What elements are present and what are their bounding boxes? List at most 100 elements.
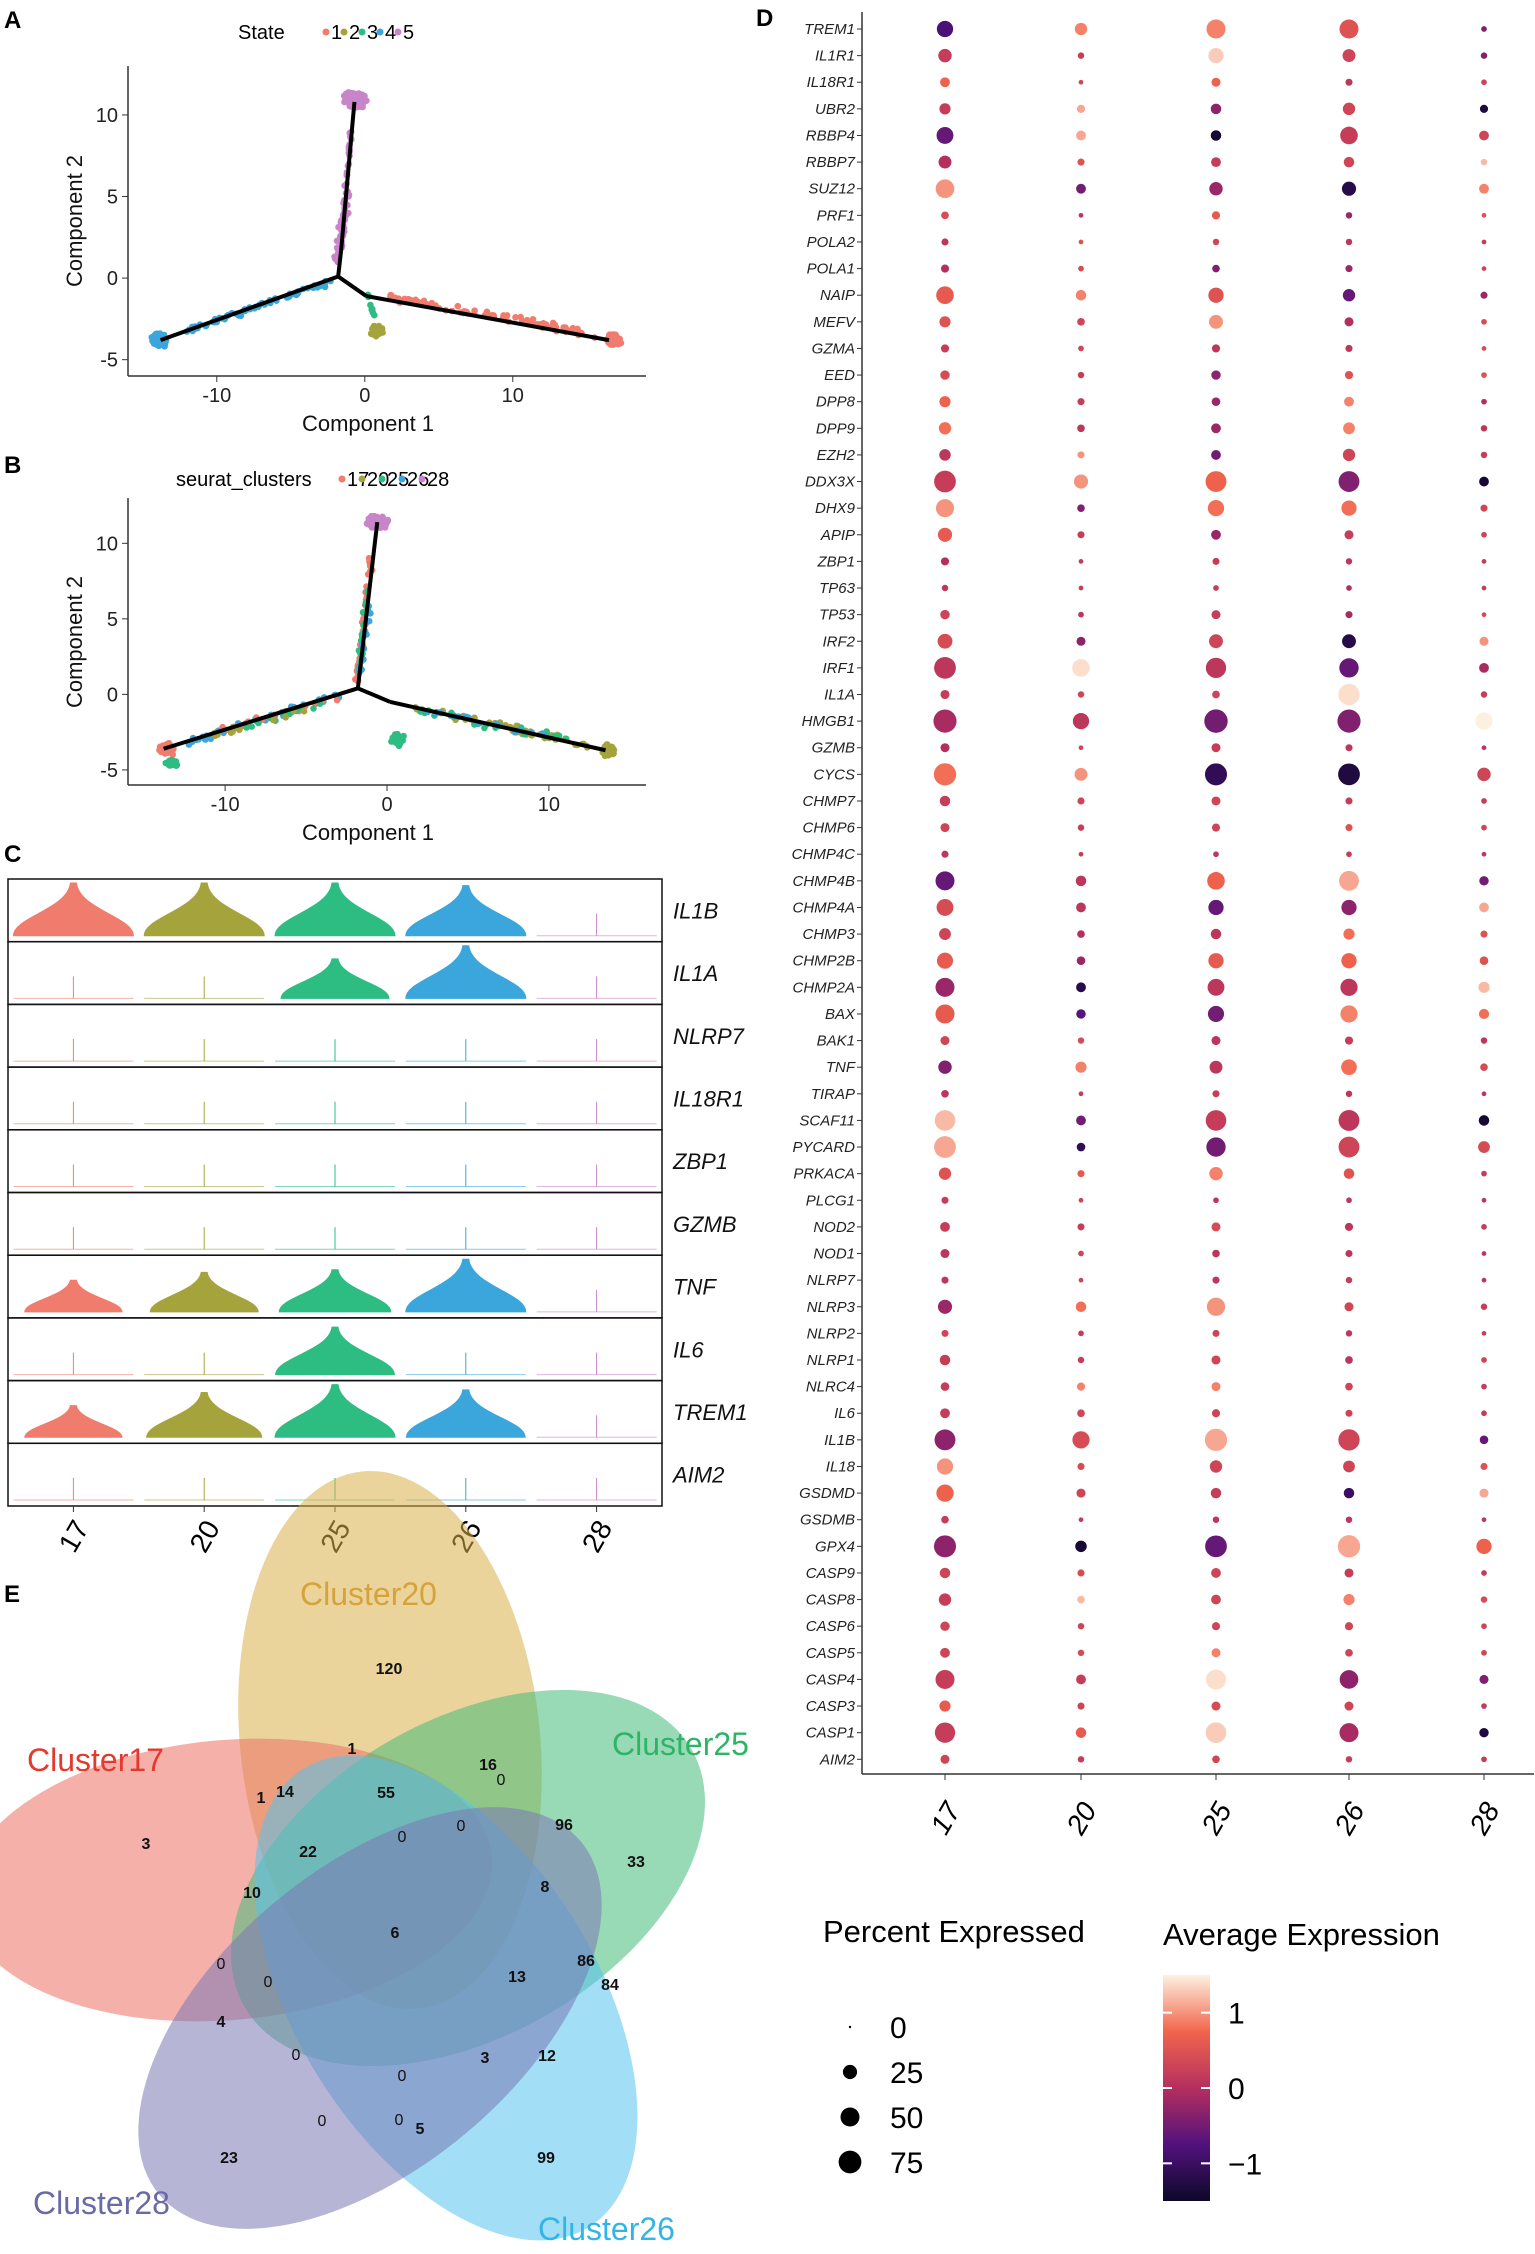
- expression-dot: [1077, 531, 1085, 539]
- venn-region-count: 23: [220, 2150, 238, 2167]
- expression-dot: [1342, 634, 1356, 649]
- expression-dot: [1481, 612, 1487, 618]
- cell-point: [503, 312, 511, 319]
- set-label-cluster17: Cluster17: [27, 1742, 164, 1778]
- trajectory-plot-clusters: Component 1 Component 2 -10 0 10 -5 0 5 10: [62, 498, 646, 845]
- expression-dot: [1346, 851, 1352, 858]
- legend-dot: [398, 475, 406, 483]
- size-legend-dot: [848, 2025, 852, 2029]
- dot-gene-label: CASP6: [806, 1618, 856, 1635]
- expression-dot: [1479, 662, 1489, 673]
- expression-dot: [1345, 558, 1353, 565]
- expression-dot: [1076, 1488, 1086, 1498]
- dot-gene-label: POLA2: [807, 234, 856, 251]
- expression-dot: [1480, 1037, 1488, 1044]
- expression-dot: [1205, 1110, 1227, 1131]
- expression-dot: [1344, 1701, 1354, 1711]
- expression-dot: [1481, 1251, 1487, 1256]
- violin-shape: [405, 885, 527, 937]
- expression-dot: [1338, 683, 1360, 706]
- venn-region-count: 0: [398, 1829, 407, 1846]
- trajectory-edge: [159, 274, 339, 342]
- legend-dot: [376, 28, 384, 36]
- dot-gene-label: CASP5: [806, 1645, 856, 1662]
- expression-dot: [1077, 1356, 1085, 1364]
- venn-region-count: 8: [541, 1879, 550, 1896]
- expression-dot: [1077, 451, 1085, 459]
- expression-dot: [1479, 1435, 1489, 1445]
- expression-dot: [1343, 928, 1355, 940]
- expression-dot: [1481, 1517, 1487, 1523]
- expression-dot: [1204, 709, 1228, 733]
- expression-dot: [1206, 1137, 1226, 1157]
- violin-gene-label: NLRP7: [673, 1024, 745, 1049]
- y-tick-label: 0: [107, 684, 118, 706]
- size-legend-dot: [842, 2064, 858, 2080]
- venn-region-count: 1: [257, 1790, 266, 1807]
- legend-label: 2: [349, 22, 360, 44]
- expression-dot: [936, 1458, 954, 1475]
- size-legend-label: 25: [890, 2057, 923, 2090]
- expression-dot: [1481, 1091, 1487, 1097]
- y-tick-label: 10: [96, 105, 118, 127]
- expression-dot: [1075, 875, 1087, 887]
- dot-gene-label: EZH2: [817, 447, 856, 464]
- dot-gene-label: CASP9: [806, 1565, 856, 1582]
- expression-dot: [1481, 1756, 1487, 1763]
- expression-dot: [940, 1754, 950, 1764]
- expression-dot: [1077, 424, 1085, 433]
- expression-dot: [1480, 504, 1488, 512]
- expression-dot: [1211, 1382, 1221, 1392]
- venn-region-count: 55: [377, 1785, 395, 1802]
- expression-dot: [1076, 1382, 1086, 1391]
- expression-dot: [1340, 126, 1358, 145]
- expression-dot: [1480, 691, 1488, 698]
- dot-gene-label: SCAF11: [799, 1112, 855, 1129]
- y-tick-label: 10: [96, 533, 118, 555]
- expression-dot: [1480, 1596, 1488, 1603]
- cell-point: [615, 337, 623, 345]
- violin-shape: [405, 1389, 526, 1438]
- expression-dot: [1338, 763, 1360, 786]
- expression-dot: [1345, 1516, 1353, 1523]
- expression-dot: [1345, 1756, 1353, 1763]
- venn-region-count: 3: [481, 2050, 490, 2067]
- venn-region-count: 5: [416, 2121, 425, 2138]
- dot-gene-label: GSDMB: [800, 1512, 855, 1529]
- trajectory-edge: [357, 686, 392, 704]
- violin-gene-label: ZBP1: [672, 1149, 728, 1174]
- dot-gene-label: PRKACA: [793, 1166, 855, 1183]
- expression-dot: [1478, 1115, 1490, 1126]
- dot-gene-label: IL18: [826, 1458, 856, 1475]
- size-legend-dot: [840, 2107, 860, 2127]
- expression-dot: [1076, 1115, 1086, 1126]
- violin-gene-label: TNF: [673, 1275, 717, 1300]
- expression-dot: [1343, 1487, 1355, 1499]
- expression-dot: [935, 977, 955, 997]
- expression-dot: [1209, 1460, 1223, 1473]
- expression-dot: [1075, 1301, 1087, 1313]
- cell-point: [227, 729, 235, 736]
- expression-dot: [1212, 690, 1220, 699]
- cell-point: [248, 723, 255, 730]
- expression-dot: [1211, 823, 1221, 832]
- venn-region-count: 33: [627, 1854, 645, 1871]
- dot-plot: TREM1 IL1R1 IL18R1 UBR2 RBBP4 RBBP7 SUZ12 PRF1 P…: [792, 12, 1534, 1840]
- expression-dot: [1211, 1355, 1221, 1365]
- expression-dot: [939, 103, 951, 115]
- expression-dot: [1213, 1197, 1219, 1204]
- trajectory-edge: [355, 521, 380, 689]
- violin-shape: [275, 1326, 395, 1376]
- expression-dot: [936, 286, 954, 305]
- cell-point: [342, 96, 350, 103]
- legend-label: 26: [407, 469, 429, 491]
- x-tick-label: 17: [924, 1796, 967, 1840]
- expression-dot: [1479, 956, 1489, 966]
- expression-dot: [1206, 1669, 1226, 1690]
- venn-region-count: 3: [142, 1836, 151, 1853]
- expression-dot: [1344, 1568, 1354, 1578]
- colorbar-tick-label: −1: [1228, 2148, 1262, 2181]
- expression-dot: [935, 179, 955, 199]
- x-tick-label: 0: [359, 385, 370, 407]
